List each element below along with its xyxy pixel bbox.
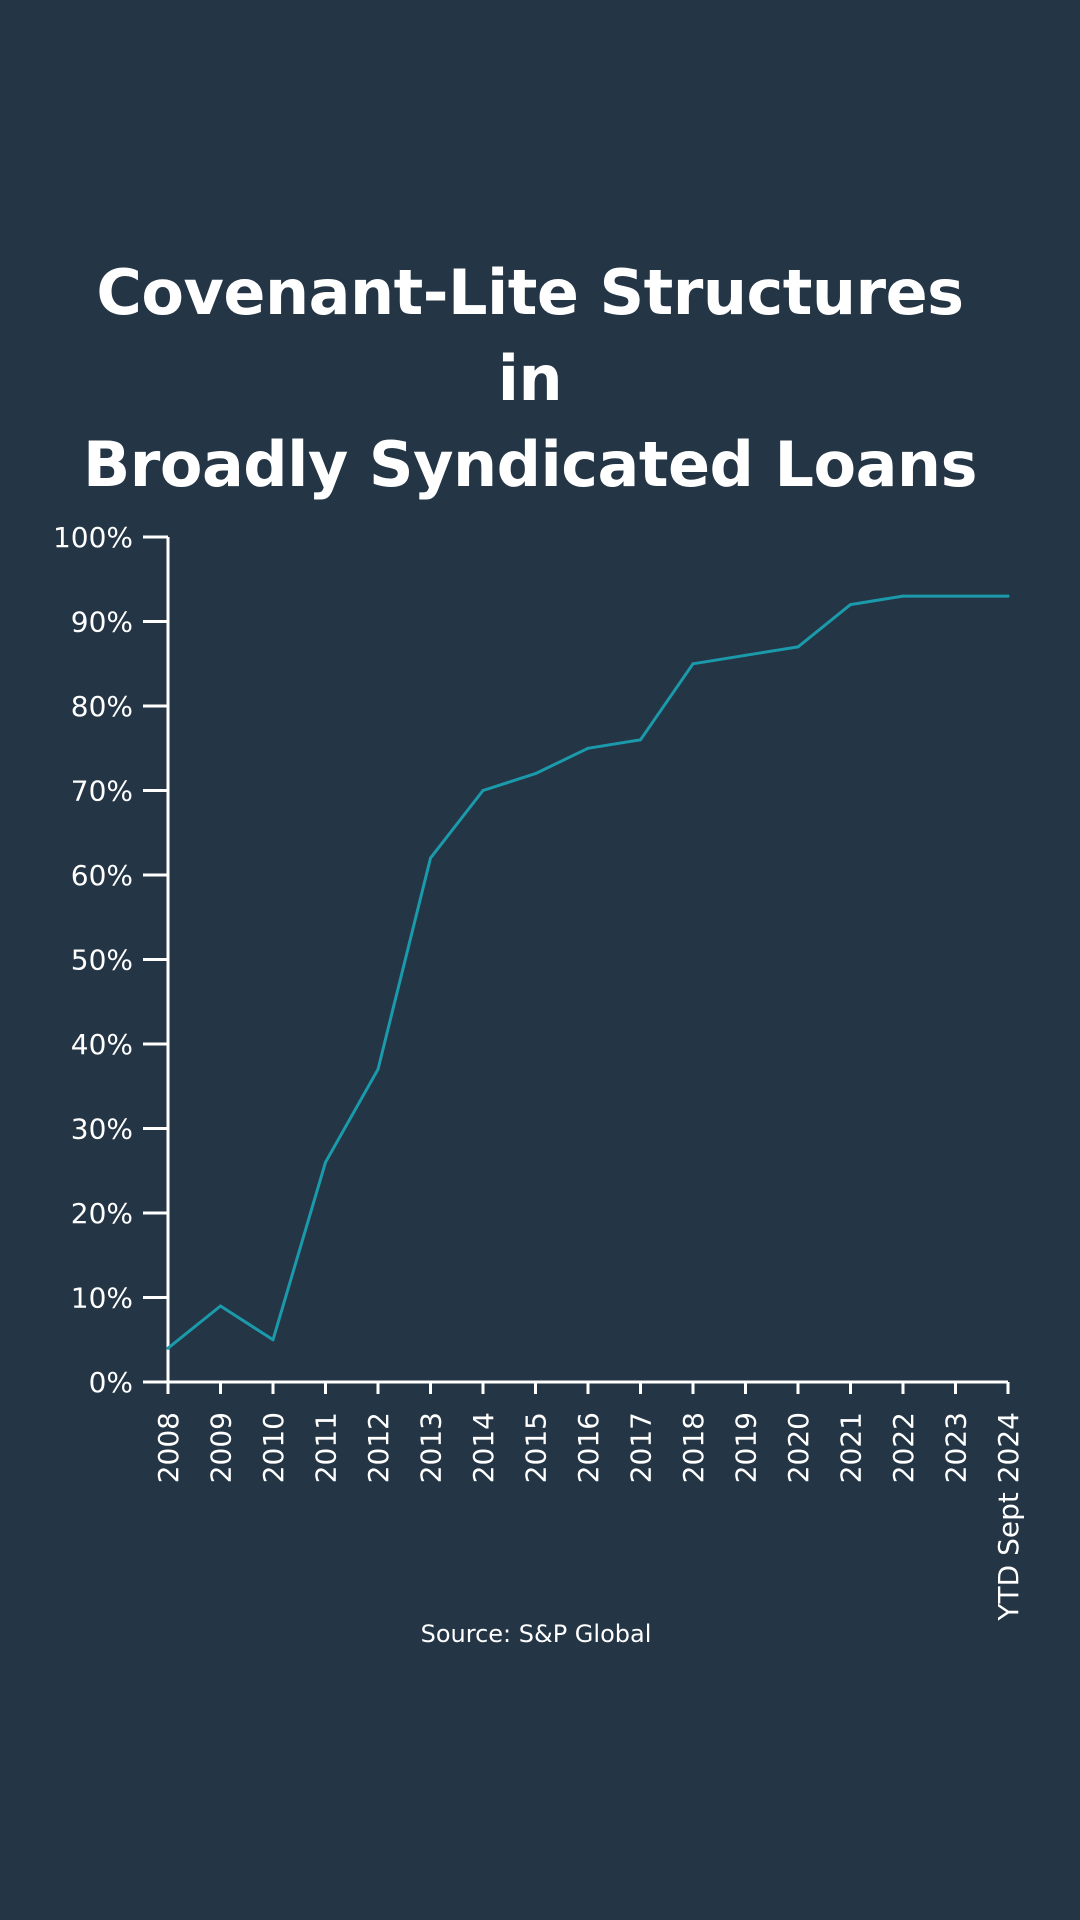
x-tick-label: 2023	[940, 1412, 973, 1483]
x-tick-label: YTD Sept 2024	[992, 1412, 1025, 1622]
x-tick-label: 2018	[677, 1412, 710, 1483]
y-tick-label: 40%	[71, 1028, 133, 1061]
data-point	[586, 746, 590, 750]
data-point	[744, 653, 747, 657]
y-tick-label: 0%	[89, 1366, 133, 1399]
data-point	[166, 1346, 170, 1350]
x-tick-label: 2008	[152, 1412, 185, 1483]
x-tick-label: 2015	[520, 1412, 553, 1483]
data-point	[691, 662, 695, 666]
x-tick-label: 2011	[310, 1412, 343, 1483]
x-tick-label: 2012	[362, 1412, 395, 1483]
x-tick-label: 2021	[835, 1412, 868, 1483]
y-tick-label: 20%	[71, 1197, 133, 1230]
data-point	[796, 645, 800, 649]
chart-title-line-1: Covenant-Lite Structures in	[96, 256, 964, 415]
data-point	[271, 1338, 275, 1342]
x-tick-label: 2010	[257, 1412, 290, 1483]
y-tick-label: 30%	[71, 1113, 133, 1146]
x-tick-label: 2013	[415, 1412, 448, 1483]
x-tick-label: 2009	[205, 1412, 238, 1483]
x-tick-label: 2017	[625, 1412, 658, 1483]
data-point	[376, 1067, 380, 1071]
chart-title: Covenant-Lite Structures in Broadly Synd…	[60, 250, 1000, 508]
data-point	[429, 856, 432, 860]
source-note: Source: S&P Global	[420, 1620, 652, 1648]
data-point	[534, 772, 537, 776]
data-point	[954, 594, 957, 598]
y-tick-label: 10%	[71, 1282, 133, 1315]
y-tick-label: 80%	[71, 690, 133, 723]
x-tick-label: 2022	[887, 1412, 920, 1483]
data-point	[1006, 594, 1010, 598]
y-tick-label: 60%	[71, 859, 133, 892]
data-point	[219, 1304, 222, 1308]
chart-title-line-2: Broadly Syndicated Loans	[83, 428, 977, 501]
y-tick-label: 100%	[53, 521, 133, 554]
x-tick-label: 2020	[782, 1412, 815, 1483]
x-tick-label: 2014	[467, 1412, 500, 1483]
x-tick-label: 2019	[730, 1412, 763, 1483]
data-point	[324, 1160, 327, 1164]
data-point	[639, 738, 642, 742]
y-tick-label: 70%	[71, 775, 133, 808]
data-point	[849, 603, 852, 607]
data-point	[901, 594, 905, 598]
x-tick-label: 2016	[572, 1412, 605, 1483]
data-point	[481, 789, 485, 792]
y-tick-label: 90%	[71, 606, 133, 639]
series-line	[166, 594, 1010, 1350]
y-tick-label: 50%	[71, 944, 133, 977]
